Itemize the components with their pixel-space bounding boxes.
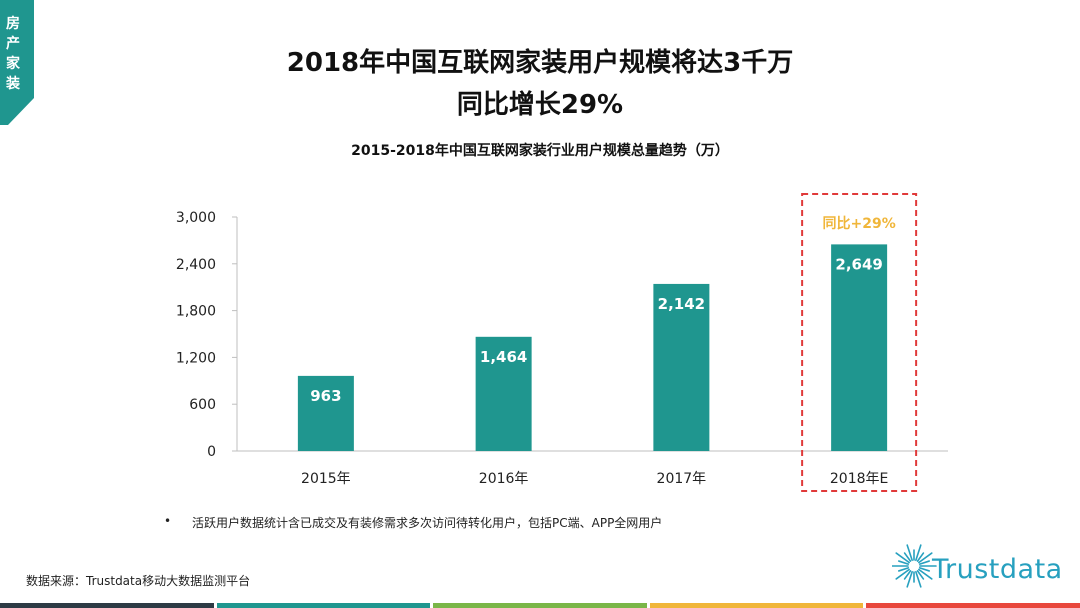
footnote-bullet: • — [164, 514, 172, 528]
growth-annotation: 同比+29% — [823, 215, 896, 232]
side-tab: 房产家装 — [0, 0, 34, 125]
x-tick-label: 2015年 — [301, 471, 351, 487]
chart-title: 2015-2018年中国互联网家装行业用户规模总量趋势（万） — [351, 143, 729, 159]
bar-value-label: 963 — [310, 387, 341, 405]
sunburst-ray — [918, 560, 931, 565]
sunburst-ray — [906, 570, 913, 588]
y-tick-label: 2,400 — [176, 257, 216, 273]
sunburst-ray — [918, 567, 931, 572]
sunburst-ray — [906, 544, 913, 562]
highlight-box — [801, 193, 918, 492]
sunburst-ray — [918, 552, 933, 564]
strip-segment — [649, 603, 864, 608]
sunburst-ray — [903, 552, 912, 562]
strip-segment — [866, 603, 1080, 608]
bar — [653, 283, 710, 451]
sunburst-ray — [895, 552, 910, 564]
bar — [831, 244, 888, 451]
sunburst-ray — [918, 568, 933, 580]
y-tick-label: 1,200 — [176, 350, 216, 366]
headline-line1: 2018年中国互联网家装用户规模将达3千万 — [286, 48, 794, 78]
trustdata-logo: Trustdata — [892, 540, 1072, 592]
y-tick-label: 1,800 — [176, 304, 216, 320]
sunburst-icon — [892, 544, 937, 588]
sunburst-ray — [903, 570, 912, 580]
bar-value-label: 1,464 — [480, 348, 527, 366]
sunburst-ray — [916, 570, 925, 580]
data-source: 数据来源：Trustdata移动大数据监测平台 — [26, 574, 251, 588]
sunburst-ray — [915, 544, 922, 562]
bottom-color-strip — [0, 603, 1080, 608]
bar — [297, 375, 354, 451]
x-tick-label: 2016年 — [479, 471, 529, 487]
bar-value-label: 2,142 — [658, 295, 705, 313]
bar — [475, 336, 532, 451]
x-tick-label: 2018年E — [830, 471, 888, 487]
strip-segment — [0, 603, 214, 608]
strip-segment — [216, 603, 431, 608]
sunburst-ray — [897, 567, 910, 572]
x-tick-label: 2017年 — [657, 471, 707, 487]
y-tick-label: 600 — [189, 397, 216, 413]
sunburst-ray — [915, 570, 922, 588]
logo-text: Trustdata — [932, 554, 1063, 585]
headline-line2: 同比增长29% — [456, 90, 624, 120]
side-tab-shape — [0, 0, 34, 125]
strip-segment — [433, 603, 647, 608]
footnote-text: 活跃用户数据统计含已成交及有装修需求多次访问待转化用户，包括PC端、APP全网用… — [192, 516, 663, 530]
bar-value-label: 2,649 — [835, 255, 882, 273]
y-tick-label: 3,000 — [176, 210, 216, 226]
sunburst-ray — [916, 552, 925, 562]
sunburst-ray — [897, 560, 910, 565]
sunburst-ray — [895, 568, 910, 580]
y-tick-label: 0 — [207, 444, 216, 460]
side-tab-label: 房产家装 — [6, 16, 20, 92]
